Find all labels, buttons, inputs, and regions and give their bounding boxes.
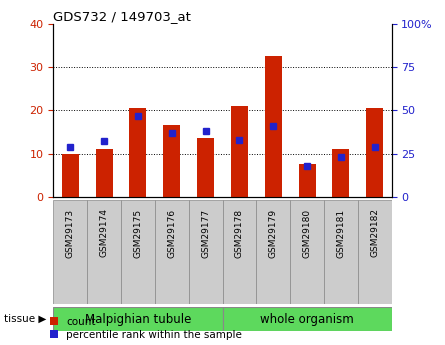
Bar xyxy=(163,126,180,197)
Bar xyxy=(197,138,214,197)
Bar xyxy=(366,108,383,197)
Bar xyxy=(332,149,349,197)
Text: GSM29177: GSM29177 xyxy=(201,208,210,257)
Bar xyxy=(324,200,358,304)
Bar xyxy=(121,200,155,304)
Bar xyxy=(222,200,256,304)
Bar xyxy=(222,307,392,331)
Text: whole organism: whole organism xyxy=(260,313,354,326)
Bar xyxy=(155,200,189,304)
Bar xyxy=(358,200,392,304)
Text: GSM29175: GSM29175 xyxy=(134,208,142,257)
Text: GSM29174: GSM29174 xyxy=(100,208,109,257)
Text: GSM29181: GSM29181 xyxy=(336,208,345,257)
Text: Malpighian tubule: Malpighian tubule xyxy=(85,313,191,326)
Bar xyxy=(129,108,146,197)
Bar xyxy=(231,106,248,197)
Bar xyxy=(53,200,87,304)
Bar xyxy=(299,164,316,197)
Legend: count, percentile rank within the sample: count, percentile rank within the sample xyxy=(50,317,242,340)
Text: GSM29173: GSM29173 xyxy=(66,208,75,257)
Bar xyxy=(256,200,290,304)
Bar xyxy=(53,307,222,331)
Text: GSM29182: GSM29182 xyxy=(370,208,379,257)
Text: GSM29180: GSM29180 xyxy=(303,208,312,257)
Bar xyxy=(62,154,79,197)
Bar xyxy=(265,57,282,197)
Text: GDS732 / 149703_at: GDS732 / 149703_at xyxy=(53,10,191,23)
Text: GSM29178: GSM29178 xyxy=(235,208,244,257)
Bar xyxy=(189,200,222,304)
Bar xyxy=(96,149,113,197)
Text: tissue ▶: tissue ▶ xyxy=(4,314,47,324)
Bar xyxy=(87,200,121,304)
Text: GSM29179: GSM29179 xyxy=(269,208,278,257)
Bar xyxy=(290,200,324,304)
Text: GSM29176: GSM29176 xyxy=(167,208,176,257)
